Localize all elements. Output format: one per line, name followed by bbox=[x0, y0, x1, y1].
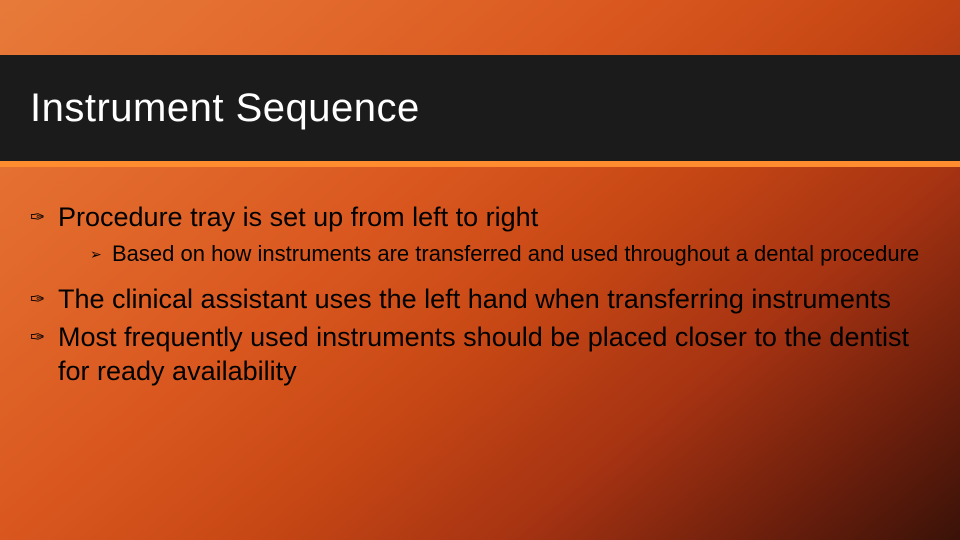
swirl-bullet-icon: ✑ bbox=[30, 320, 58, 354]
bullet-item: ✑ Procedure tray is set up from left to … bbox=[30, 200, 930, 234]
sub-bullet-text: Based on how instruments are transferred… bbox=[112, 240, 919, 268]
arrow-bullet-icon: ➢ bbox=[90, 240, 112, 268]
swirl-bullet-icon: ✑ bbox=[30, 200, 58, 234]
bullet-text: Procedure tray is set up from left to ri… bbox=[58, 200, 538, 234]
bullet-text: Most frequently used instruments should … bbox=[58, 320, 930, 388]
title-band: Instrument Sequence bbox=[0, 55, 960, 167]
bullet-item: ✑ The clinical assistant uses the left h… bbox=[30, 282, 930, 316]
sub-bullet-item: ➢ Based on how instruments are transferr… bbox=[90, 240, 930, 268]
bullet-item: ✑ Most frequently used instruments shoul… bbox=[30, 320, 930, 388]
bullet-text: The clinical assistant uses the left han… bbox=[58, 282, 891, 316]
swirl-bullet-icon: ✑ bbox=[30, 282, 58, 316]
slide-body: ✑ Procedure tray is set up from left to … bbox=[30, 200, 930, 392]
slide-title: Instrument Sequence bbox=[30, 86, 420, 131]
